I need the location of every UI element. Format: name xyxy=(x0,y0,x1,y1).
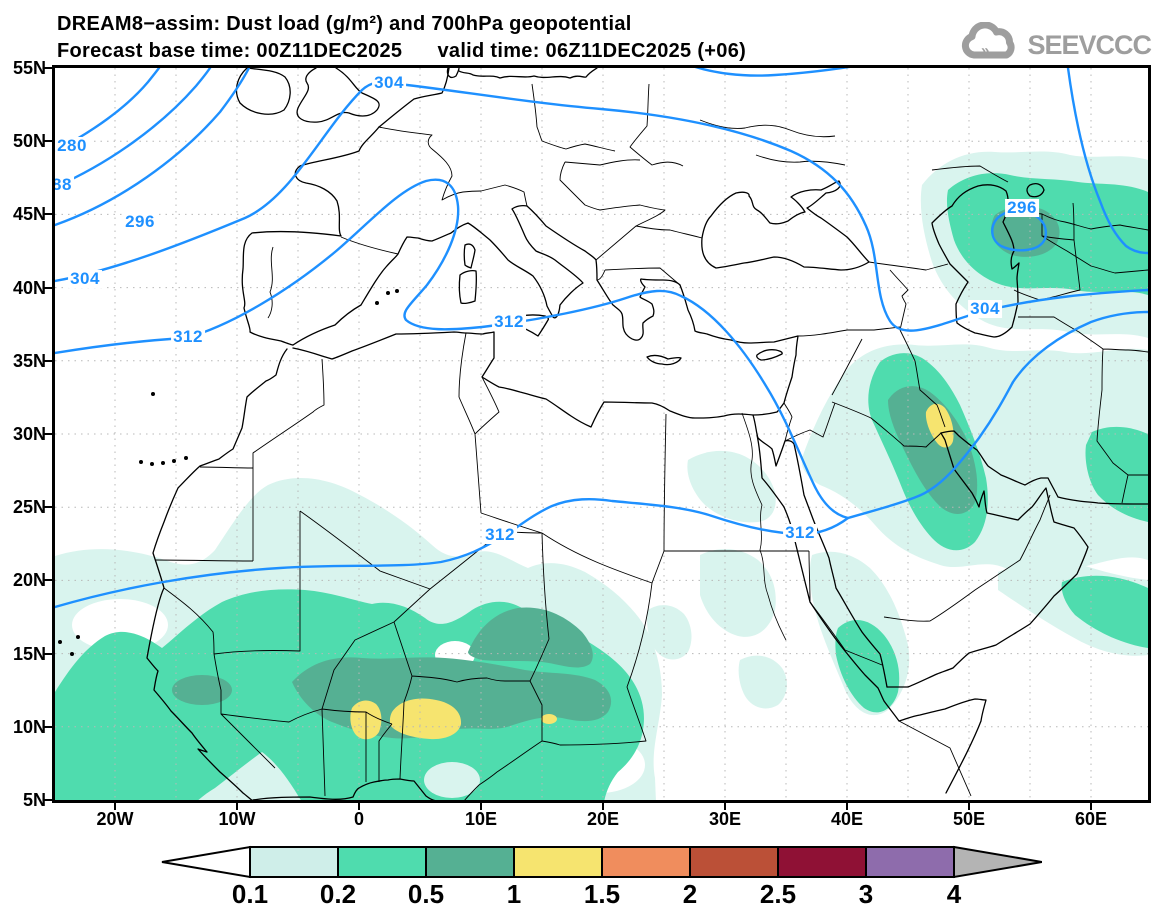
lat-tick-label: 15N xyxy=(12,643,46,664)
lon-tick xyxy=(1090,803,1092,810)
contour-label-296: 296 xyxy=(123,212,157,231)
lat-tick-label: 45N xyxy=(12,204,46,225)
lat-tick-label: 55N xyxy=(12,58,46,78)
lon-tick xyxy=(114,803,116,810)
lat-tick-label: 35N xyxy=(12,350,46,371)
lat-tick xyxy=(44,67,52,69)
title-block: DREAM8−assim: Dust load (g/m²) and 700hP… xyxy=(57,11,746,65)
contour-label-304: 304 xyxy=(968,299,1002,318)
lon-tick-label: 10W xyxy=(218,809,256,829)
colorbar-labels: 0.1 0.2 0.5 1 1.5 2 2.5 3 4 xyxy=(158,879,1042,909)
contour-label-304: 304 xyxy=(68,269,102,288)
lat-tick xyxy=(44,140,52,143)
colorbar-level-label: 0.5 xyxy=(407,879,445,909)
geopotential-contours xyxy=(55,68,1148,609)
lon-tick-label: 10E xyxy=(464,809,498,829)
graticule-gridlines xyxy=(55,68,1148,800)
lon-tick xyxy=(236,803,238,810)
lon-tick-label: 20E xyxy=(586,809,620,829)
colorbar-level-label: 2.5 xyxy=(759,879,797,909)
lat-tick xyxy=(44,799,52,801)
lon-tick xyxy=(358,803,360,810)
colorbar-level-label: 4 xyxy=(946,879,962,909)
lat-tick-label: 40N xyxy=(12,277,46,298)
lon-tick-label: 30E xyxy=(708,809,742,829)
lon-tick xyxy=(968,803,970,810)
lon-tick-label: 60E xyxy=(1074,809,1108,829)
lat-tick xyxy=(44,725,52,728)
logo-text: SEEVCCC xyxy=(1027,30,1152,60)
lon-tick-label: 0 xyxy=(353,809,365,829)
colorbar-level-label: 0.1 xyxy=(231,879,269,909)
lat-tick-label: 30N xyxy=(12,424,46,444)
contour-label-312: 312 xyxy=(171,327,205,346)
lon-tick xyxy=(724,803,726,810)
cloud-icon: » xyxy=(959,21,1021,69)
lon-tick-label: 50E xyxy=(952,809,986,829)
colorbar-level-label: 2 xyxy=(682,879,698,909)
contour-label-312: 312 xyxy=(492,312,526,331)
lat-tick xyxy=(44,652,52,655)
chart-subtitle: Forecast base time: 00Z11DEC2025 valid t… xyxy=(57,40,747,62)
lat-tick-label: 50N xyxy=(12,131,46,152)
nile-river xyxy=(741,412,787,641)
map-graphic xyxy=(55,68,1148,800)
chart-title: DREAM8−assim: Dust load (g/m²) and 700hP… xyxy=(57,13,632,35)
lon-tick xyxy=(846,803,848,810)
svg-text:»: » xyxy=(981,42,989,59)
lat-tick xyxy=(44,506,52,509)
lat-tick xyxy=(44,359,52,362)
lon-tick xyxy=(602,803,604,810)
lat-tick xyxy=(44,579,52,582)
small-islands xyxy=(58,289,399,656)
colorbar-level-label: 0.2 xyxy=(319,879,357,909)
lat-tick-label: 5N xyxy=(22,790,46,810)
lat-tick-label: 10N xyxy=(12,716,46,737)
colorbar xyxy=(158,845,1043,886)
contour-label-312: 312 xyxy=(483,525,517,544)
country-borders xyxy=(154,83,1148,800)
lon-tick-label: 20W xyxy=(96,809,134,829)
contour-label-312: 312 xyxy=(783,523,817,542)
colorbar-level-label: 3 xyxy=(858,879,874,909)
contour-label-288: 288 xyxy=(55,176,74,194)
contour-label-280: 280 xyxy=(55,136,89,155)
colorbar-level-label: 1 xyxy=(506,879,522,909)
lat-tick-label: 25N xyxy=(12,497,46,518)
lon-tick-label: 40E xyxy=(830,809,864,829)
contour-label-304: 304 xyxy=(372,73,406,92)
seevccc-logo: » SEEVCCC xyxy=(959,21,1152,69)
lat-tick xyxy=(44,433,52,435)
colorbar-level-label: 1.5 xyxy=(583,879,621,909)
contour-label-296: 296 xyxy=(1005,198,1039,217)
lon-tick xyxy=(480,803,482,810)
lat-tick xyxy=(44,213,52,216)
contour-label-288: 288 xyxy=(758,68,792,71)
coastlines xyxy=(146,68,1148,800)
lat-tick-label: 20N xyxy=(12,570,46,591)
lat-tick xyxy=(44,286,52,289)
map-plot-area: 280 288 296 304 312 304 288 312 312 312 296 304 xyxy=(52,65,1151,803)
